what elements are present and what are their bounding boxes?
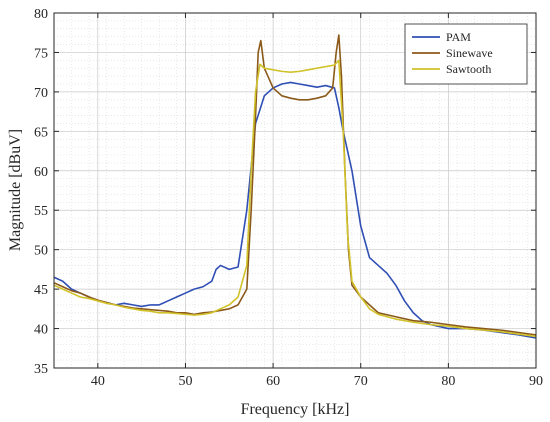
x-tick-label: 40 [91,374,105,389]
tick-marks [54,12,537,369]
x-axis-label: Frequency [kHz] [241,401,350,418]
y-tick-label: 65 [34,125,48,140]
x-tick-label: 70 [354,374,368,389]
y-tick-label: 40 [34,323,48,338]
series-line-sawtooth [54,59,536,338]
y-tick-labels: 35 40 45 50 55 60 65 70 75 80 [34,7,48,377]
x-tick-label: 80 [441,374,455,389]
legend-label: PAM [446,30,471,44]
legend: PAM Sinewave Sawtooth [404,23,528,85]
legend-box [404,23,528,85]
x-tick-labels: 40 50 60 70 80 90 [91,374,543,389]
legend-label: Sinewave [446,46,493,60]
x-tick-label: 60 [266,374,280,389]
plot-frame [53,12,537,369]
y-tick-label: 45 [34,283,48,298]
x-tick-label: 90 [529,374,543,389]
series-layer [54,34,536,339]
y-tick-label: 80 [34,7,48,22]
y-tick-label: 75 [34,46,48,61]
y-tick-label: 35 [34,362,48,377]
y-tick-label: 50 [34,244,48,259]
y-tick-label: 70 [34,86,48,101]
legend-label: Sawtooth [446,62,491,76]
y-tick-label: 60 [34,165,48,180]
y-tick-label: 55 [34,204,48,219]
series-line-pam [54,81,536,339]
x-tick-label: 50 [178,374,192,389]
y-axis-label: Magnitude [dBuV] [7,129,24,251]
